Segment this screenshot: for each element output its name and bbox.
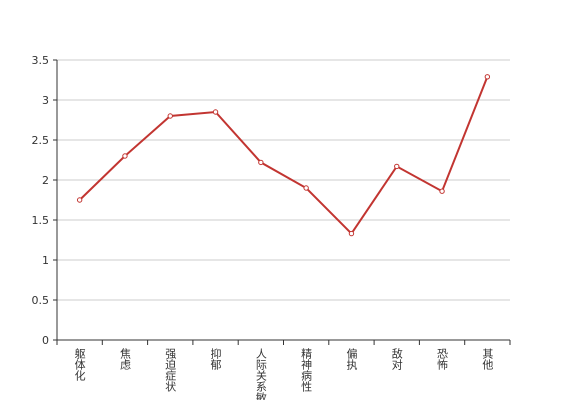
point (303, 185, 309, 191)
x-tick-label: 精神病性 (300, 348, 313, 393)
y-tick-label: 3.5 (32, 54, 50, 67)
x-tick-label: 敌对 (390, 347, 403, 370)
y-tick-label: 2 (42, 174, 49, 187)
x-tick-label: 恐怖 (436, 348, 449, 370)
x-tick-label: 躯体化 (73, 348, 86, 382)
point (348, 230, 355, 237)
y-tick-label: 2.5 (32, 134, 50, 147)
point (484, 74, 491, 80)
x-tick-label: 偏执 (345, 347, 358, 371)
y-tick-label: 0.5 (32, 294, 50, 307)
x-tick-label: 其他 (481, 348, 494, 370)
x-tick-label: 焦虑 (118, 348, 131, 370)
x-tick-label: 人际关系敏感 (254, 348, 267, 400)
point (439, 188, 445, 194)
point (212, 109, 219, 115)
point (122, 153, 128, 159)
y-tick-label: 3 (42, 94, 49, 107)
y-tick-label: 0 (42, 334, 49, 347)
point (394, 163, 400, 170)
x-tick-label: 抑郁 (209, 347, 222, 370)
point (167, 113, 173, 119)
x-tick-label: 强迫症状 (164, 348, 177, 392)
line (78, 76, 489, 236)
y-tick-label: 1 (42, 254, 49, 267)
y-tick-label: 1.5 (32, 214, 50, 227)
point (76, 197, 83, 203)
point (258, 159, 264, 166)
